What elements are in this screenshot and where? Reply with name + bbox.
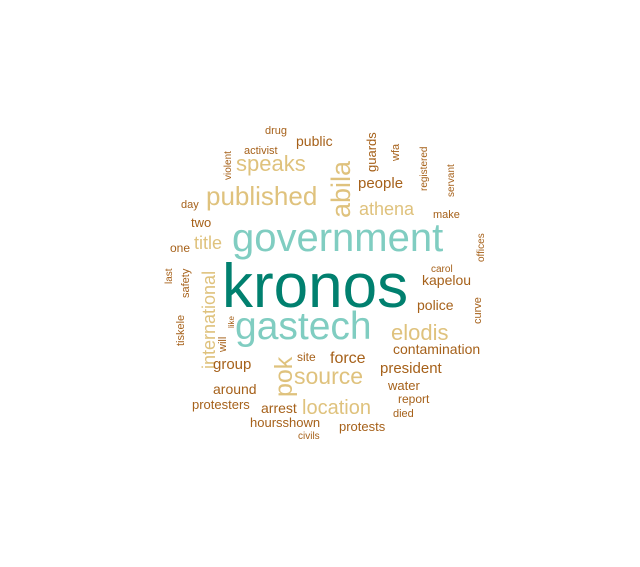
word-protests: protests xyxy=(339,419,386,434)
word-kapelou: kapelou xyxy=(422,272,471,288)
word-kronos: kronos xyxy=(222,252,408,321)
word-tiskele: tiskele xyxy=(175,315,187,346)
word-curve: curve xyxy=(472,297,484,324)
word-people: people xyxy=(358,175,403,192)
word-civils: civils xyxy=(298,431,320,442)
word-make: make xyxy=(433,209,460,221)
word-gastech: gastech xyxy=(235,305,372,348)
word-guards: guards xyxy=(364,132,379,172)
word-government: government xyxy=(232,216,443,260)
word-title: title xyxy=(194,233,222,253)
word-public: public xyxy=(296,133,333,149)
word-wfa: wfa xyxy=(390,143,402,162)
word-contamination: contamination xyxy=(393,341,480,357)
word-hoursshown: hoursshown xyxy=(250,415,320,430)
word-abila: abila xyxy=(326,160,356,218)
word-like: like xyxy=(227,315,236,328)
word-published: published xyxy=(206,181,317,211)
word-group: group xyxy=(213,356,251,373)
word-report: report xyxy=(398,392,430,406)
word-servant: servant xyxy=(446,164,457,197)
word-offices: offices xyxy=(476,233,487,262)
word-site: site xyxy=(297,350,316,364)
word-day: day xyxy=(181,199,199,211)
word-athena: athena xyxy=(359,199,415,219)
word-arrest: arrest xyxy=(261,400,297,416)
word-carol: carol xyxy=(431,264,453,275)
word-force: force xyxy=(330,350,366,367)
word-one: one xyxy=(170,241,190,255)
word-violent: violent xyxy=(223,151,234,180)
word-protesters: protesters xyxy=(192,397,250,412)
word-drug: drug xyxy=(265,125,287,137)
word-location: location xyxy=(302,397,371,419)
word-activist: activist xyxy=(244,145,278,157)
word-elodis: elodis xyxy=(391,320,448,345)
word-died: died xyxy=(393,408,414,420)
word-pok: pok xyxy=(270,356,298,397)
word-last: last xyxy=(164,268,175,284)
word-registered: registered xyxy=(419,147,430,191)
word-police: police xyxy=(417,297,454,313)
word-two: two xyxy=(191,215,211,230)
word-speaks: speaks xyxy=(236,151,306,176)
word-source: source xyxy=(294,363,363,389)
word-president: president xyxy=(380,360,443,377)
word-will: will xyxy=(217,337,229,353)
word-around: around xyxy=(213,381,257,397)
word-safety: safety xyxy=(180,268,192,298)
word-water: water xyxy=(387,378,420,393)
word-international: international xyxy=(199,271,219,369)
